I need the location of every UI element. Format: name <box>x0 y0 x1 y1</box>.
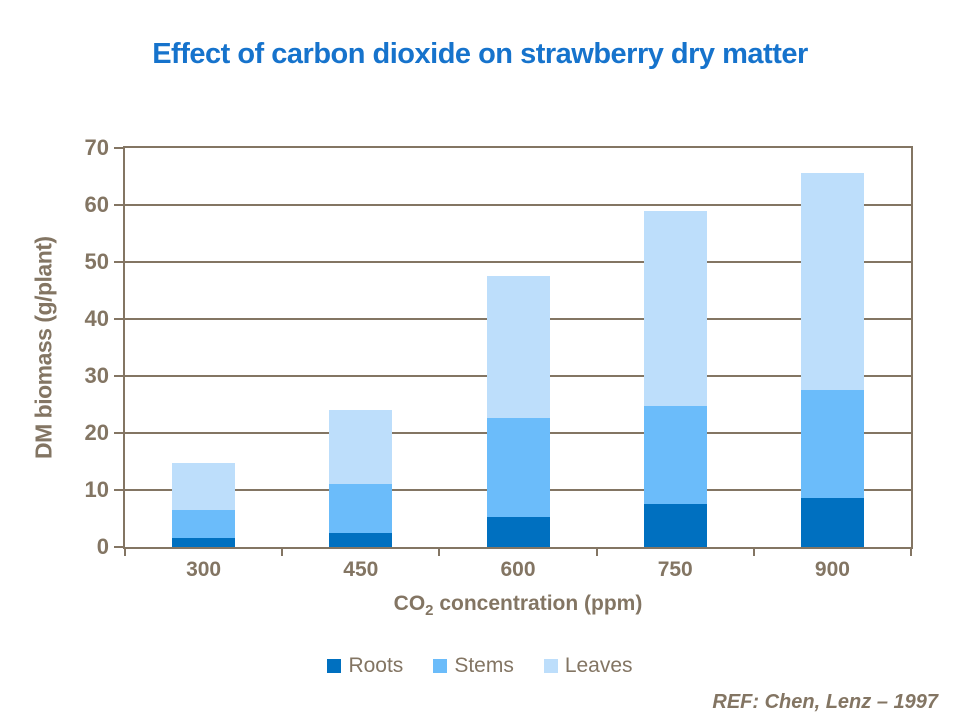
bar-900 <box>800 172 864 547</box>
bar-segment-leaves-600 <box>486 275 550 419</box>
bar-segment-leaves-750 <box>643 210 707 406</box>
bar-segment-roots-600 <box>486 517 550 547</box>
x-tick-label-600: 600 <box>500 558 536 581</box>
y-tick-label: 30 <box>84 363 109 388</box>
bar-segment-stems-750 <box>643 405 707 505</box>
bar-segment-stems-900 <box>800 390 864 498</box>
x-tick-mark <box>438 549 441 556</box>
x-tick-labels: 300 450 600 750 900 <box>125 558 911 582</box>
bar-segment-roots-450 <box>329 532 393 547</box>
x-tick-mark <box>910 549 912 556</box>
bar-segment-roots-900 <box>800 497 864 547</box>
legend-label-roots: Roots <box>348 654 404 677</box>
y-tick-label: 10 <box>84 477 109 502</box>
y-tick-mark <box>114 204 123 206</box>
reference-text: REF: Chen, Lenz – 1997 <box>712 691 938 713</box>
x-tick-mark <box>595 549 598 556</box>
legend-label-leaves: Leaves <box>564 654 633 677</box>
y-tick-mark <box>114 261 123 263</box>
x-tick-label-300: 300 <box>186 558 222 581</box>
x-tick-label-450: 450 <box>343 558 379 581</box>
bar-450 <box>329 410 393 547</box>
y-tick-label: 0 <box>96 534 109 559</box>
bar-segment-leaves-900 <box>800 172 864 391</box>
y-tick-mark <box>114 318 123 320</box>
y-tick-label: 70 <box>84 135 109 160</box>
x-axis-title-prefix: CO <box>393 592 426 615</box>
bar-750 <box>643 210 707 547</box>
y-tick-label: 20 <box>84 420 109 445</box>
bar-segment-stems-450 <box>329 483 393 533</box>
bar-segment-leaves-300 <box>172 462 236 510</box>
legend: Roots Stems Leaves <box>0 654 960 678</box>
x-tick-mark <box>752 549 755 556</box>
bar-segment-leaves-450 <box>329 410 393 484</box>
chart-title: Effect of carbon dioxide on strawberry d… <box>152 38 808 70</box>
y-tick-mark <box>114 375 123 377</box>
bar-segment-stems-300 <box>172 509 236 539</box>
y-tick-mark <box>114 489 123 491</box>
y-tick-label: 50 <box>84 249 109 274</box>
bar-segment-stems-600 <box>486 418 550 518</box>
legend-item-stems: Stems <box>433 654 514 678</box>
bar-segment-roots-300 <box>172 538 236 547</box>
x-axis-title-subscript: 2 <box>425 602 434 619</box>
x-tick-label-750: 750 <box>657 558 693 581</box>
legend-label-stems: Stems <box>454 654 514 677</box>
y-tick-mark <box>114 432 123 434</box>
bar-300 <box>172 462 236 547</box>
x-tick-mark <box>281 549 284 556</box>
gridline <box>125 261 911 263</box>
gridline <box>125 204 911 206</box>
bar-600 <box>486 275 550 547</box>
legend-item-roots: Roots <box>327 654 403 678</box>
roots-swatch-icon <box>327 659 342 673</box>
plot-area: 0 10 20 30 40 50 60 70 <box>85 135 913 559</box>
y-tick-label: 60 <box>84 192 109 217</box>
x-tick-label-900: 900 <box>814 558 850 581</box>
x-axis-title: CO2 concentration (ppm) <box>125 592 911 619</box>
leaves-swatch-icon <box>543 659 558 673</box>
stems-swatch-icon <box>433 659 448 673</box>
y-tick-label: 40 <box>84 306 109 331</box>
x-axis-title-suffix: concentration (ppm) <box>433 592 643 615</box>
x-tick-mark <box>124 549 126 556</box>
legend-item-leaves: Leaves <box>543 654 633 678</box>
bar-segment-roots-750 <box>643 504 707 547</box>
y-tick-mark <box>114 147 123 149</box>
y-tick-mark <box>114 546 123 548</box>
